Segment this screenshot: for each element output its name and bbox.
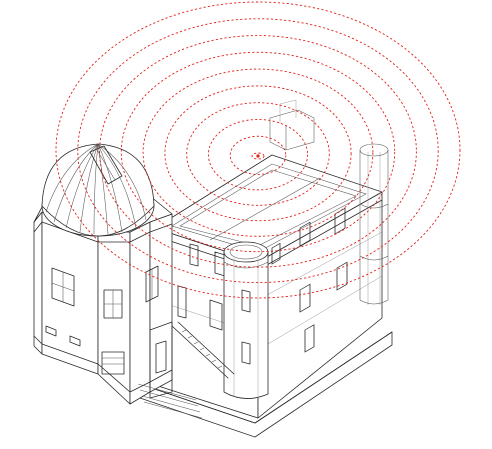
- rooftop-stair-structure: [269, 99, 315, 151]
- signal-rings: [55, 1, 461, 299]
- observatory-dome: [41, 143, 155, 237]
- glass-stair-tower: [359, 143, 389, 305]
- signal-ring: [164, 85, 352, 222]
- signal-ring: [251, 152, 265, 160]
- front-steps: [137, 383, 203, 419]
- signal-ring: [229, 135, 287, 175]
- signal-ring: [120, 51, 396, 253]
- tower-turret: [223, 241, 269, 399]
- signal-ring: [77, 18, 439, 284]
- exterior-staircase: [149, 321, 235, 399]
- signal-ring: [55, 1, 461, 299]
- main-block: [154, 154, 383, 419]
- octagon-windows: [45, 265, 159, 375]
- signal-ring: [186, 102, 330, 206]
- signal-ring: [142, 68, 374, 237]
- signal-ring: [207, 119, 309, 191]
- signal-ring: [99, 35, 417, 268]
- right-facade-windows: [271, 207, 348, 353]
- signal-source-dot: [256, 154, 260, 158]
